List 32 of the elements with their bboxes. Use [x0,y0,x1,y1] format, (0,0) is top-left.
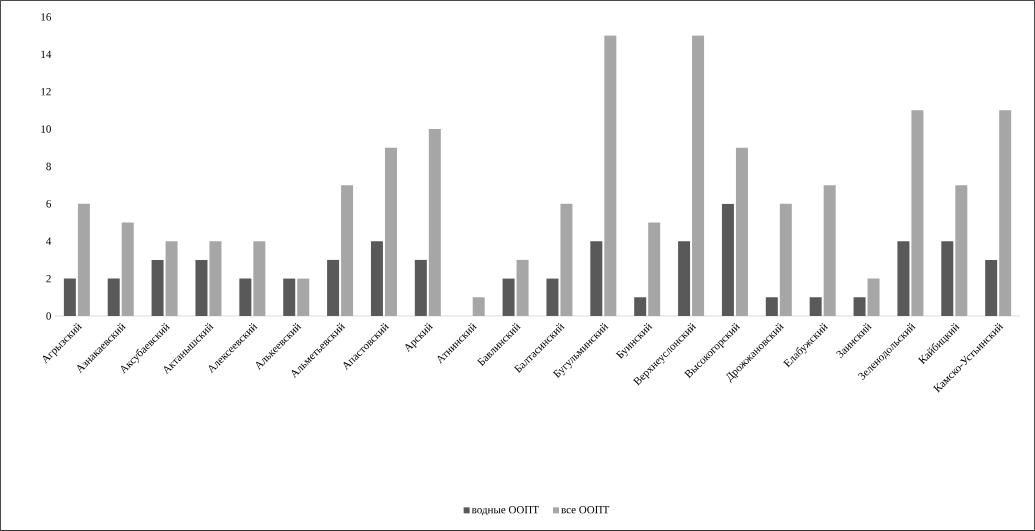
legend-label: все ООПТ [561,506,610,514]
bar [546,278,559,317]
y-tick-label: 4 [46,237,52,245]
bar [985,259,998,317]
y-tick-label: 6 [46,200,52,208]
y-tick-label: 10 [41,125,51,133]
bar [678,241,691,317]
bar [370,241,383,317]
bar [239,278,252,317]
bar [414,259,427,317]
bar [151,259,164,317]
y-tick-label: 0 [46,312,51,320]
y-tick-label: 16 [41,13,52,21]
bar [765,297,778,317]
bar [63,278,76,317]
y-tick-label: 14 [41,50,52,58]
y-tick-label: 12 [41,88,51,96]
legend-label: водные ООПТ [471,506,539,516]
bar [283,278,296,317]
y-tick-label: 8 [46,162,51,171]
bar [897,241,910,317]
bar [809,297,822,317]
bar [634,297,647,317]
bar [502,278,515,317]
bar [590,241,603,317]
y-tick-label: 2 [46,274,51,283]
bar [941,241,954,317]
bar [107,278,120,317]
bar [853,297,866,317]
bar [721,203,734,317]
bar [195,259,208,317]
bar [327,259,340,317]
